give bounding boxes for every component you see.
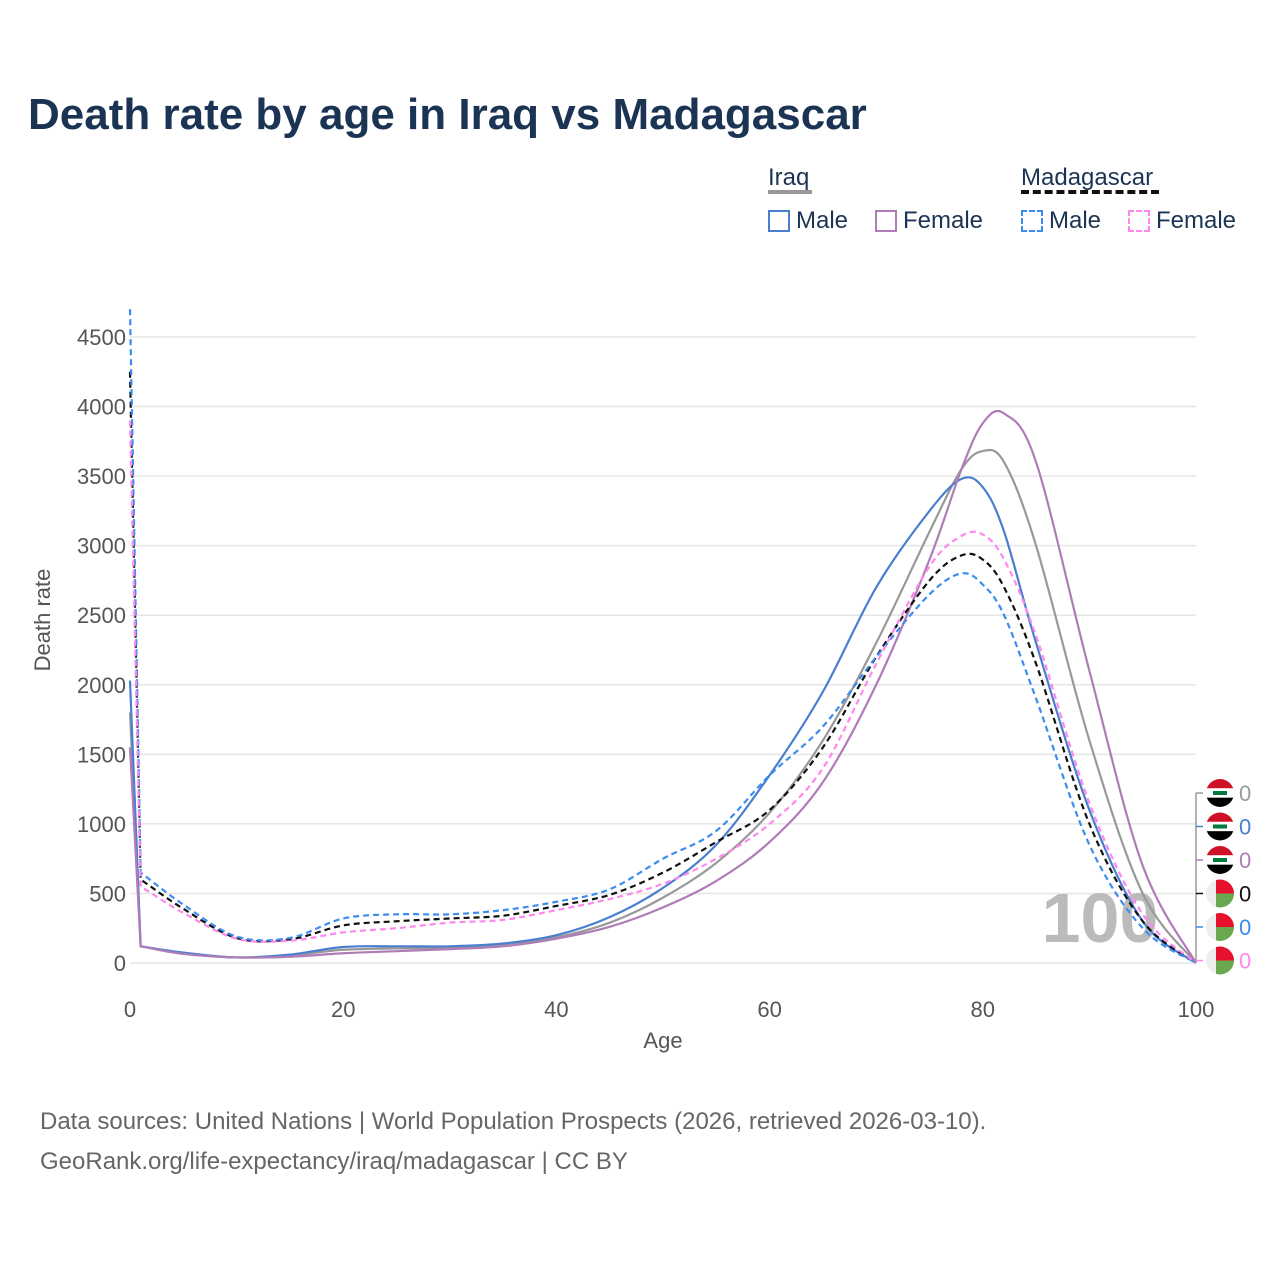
iraq-flag-icon	[1206, 846, 1234, 874]
iraq-flag-icon	[1206, 812, 1234, 841]
series-line-iraq-total[interactable]	[128, 448, 1197, 964]
y-tick-label: 1000	[77, 812, 126, 837]
x-axis-label: Age	[643, 1028, 682, 1053]
legend-label: Female	[903, 207, 984, 234]
y-tick-label: 3000	[77, 534, 126, 559]
source-line-1: Data sources: United Nations | World Pop…	[40, 1108, 987, 1135]
x-tick-label: 100	[1178, 997, 1215, 1022]
end-value-label: 0	[1239, 949, 1251, 974]
madagascar-flag-icon	[1206, 946, 1234, 975]
legend-iraq-male[interactable]: Male	[768, 207, 848, 235]
y-tick-label: 500	[89, 881, 126, 906]
legend-swatch	[1021, 210, 1043, 232]
series-line-iraq-male[interactable]	[128, 476, 1197, 964]
x-tick-label: 80	[971, 997, 995, 1022]
y-tick-label: 4500	[77, 325, 126, 350]
y-axis-label: Death rate	[30, 569, 55, 672]
legend-group-iraq: Iraq	[768, 164, 812, 194]
y-tick-label: 2000	[77, 673, 126, 698]
series-line-madagascar-female[interactable]	[128, 420, 1197, 964]
series-line-madagascar-male[interactable]	[128, 309, 1197, 964]
x-tick-label: 20	[331, 997, 355, 1022]
legend-group-label: Madagascar	[1021, 164, 1154, 191]
x-tick-label: 0	[124, 997, 136, 1022]
series-line-iraq-female[interactable]	[128, 409, 1197, 964]
legend-group-label: Iraq	[768, 164, 810, 191]
legend-swatch	[875, 210, 897, 232]
year-watermark: 100	[1042, 879, 1159, 957]
series-line-madagascar-total[interactable]	[128, 371, 1197, 964]
legend-label: Male	[796, 207, 849, 234]
legend-group-madagascar: Madagascar	[1021, 164, 1159, 194]
legend-iraq-female[interactable]: Female	[875, 207, 983, 235]
madagascar-flag-icon	[1206, 879, 1234, 908]
y-tick-label: 1500	[77, 742, 126, 767]
madagascar-flag-icon	[1206, 913, 1234, 941]
legend-label: Female	[1156, 207, 1237, 234]
end-value-label: 0	[1239, 915, 1251, 940]
y-tick-label: 0	[114, 951, 126, 976]
legend-madagascar-male[interactable]: Male	[1021, 207, 1101, 235]
legend-swatch	[1128, 210, 1150, 232]
legend-label: Male	[1049, 207, 1102, 234]
x-tick-label: 40	[544, 997, 568, 1022]
end-value-label: 0	[1239, 882, 1251, 907]
y-tick-label: 4000	[77, 395, 126, 420]
source-line-2[interactable]: GeoRank.org/life-expectancy/iraq/madagas…	[40, 1148, 628, 1175]
legend-madagascar-female[interactable]: Female	[1128, 207, 1236, 235]
end-value-label: 0	[1239, 781, 1251, 806]
x-tick-label: 60	[757, 997, 781, 1022]
end-value-label: 0	[1239, 848, 1251, 873]
iraq-flag-icon	[1206, 779, 1234, 807]
end-value-label: 0	[1239, 815, 1251, 840]
y-tick-label: 3500	[77, 464, 126, 489]
y-tick-label: 2500	[77, 603, 126, 628]
chart-title: Death rate by age in Iraq vs Madagascar	[28, 90, 867, 139]
legend-swatch	[768, 210, 790, 232]
